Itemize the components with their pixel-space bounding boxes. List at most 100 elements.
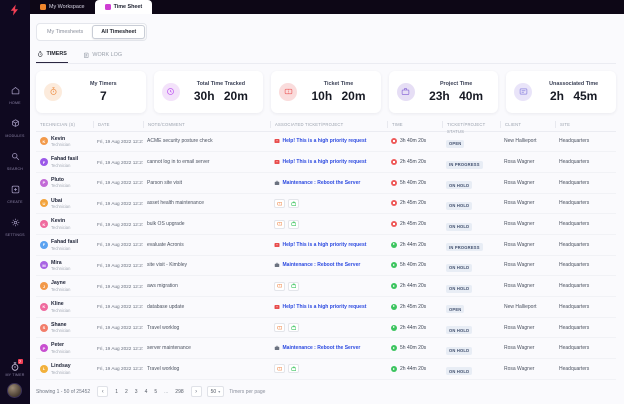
table-row[interactable]: K Kline Technician Fri, 19 Aug 2022 12:2… bbox=[36, 297, 616, 318]
table-row[interactable]: F Fahad fasil Technician Fri, 19 Aug 202… bbox=[36, 152, 616, 173]
entry-date: Fri, 19 Aug 2022 12:27 bbox=[97, 345, 143, 351]
sidebar-nav: HOME MODULES SEARCH CREATE SETTINGS bbox=[0, 82, 30, 237]
ticket-icon bbox=[279, 82, 298, 101]
table-row[interactable]: S Shane Technician Fri, 19 Aug 2022 12:2… bbox=[36, 318, 616, 339]
maintenance-project-icon bbox=[274, 262, 280, 268]
timer-state-icon[interactable] bbox=[391, 283, 397, 290]
table-row[interactable]: F Fahad fasil Technician Fri, 19 Aug 202… bbox=[36, 235, 616, 256]
table-row[interactable]: J Jayne Technician Fri, 19 Aug 2022 12:2… bbox=[36, 276, 616, 297]
unassoc-icon bbox=[514, 82, 533, 101]
tab-label: Time Sheet bbox=[113, 4, 143, 10]
technician-name: Jayne bbox=[51, 280, 66, 287]
timer-state-icon[interactable] bbox=[391, 241, 397, 248]
add-project-button[interactable] bbox=[288, 323, 299, 333]
table-row[interactable]: U Ubai Technician Fri, 19 Aug 2022 12:27… bbox=[36, 194, 616, 215]
sidebar-item-home[interactable]: HOME bbox=[0, 82, 30, 105]
timers-tab-icon bbox=[38, 51, 43, 57]
sidebar-item-label: CREATE bbox=[7, 200, 23, 204]
associated-item-link[interactable]: Maintenance : Reboot the Server bbox=[274, 345, 387, 351]
add-ticket-button[interactable] bbox=[274, 198, 285, 208]
content-area: My Timesheets All Timesheet TIMERS WORK … bbox=[30, 14, 624, 404]
table-row[interactable]: P Pluto Technician Fri, 19 Aug 2022 12:2… bbox=[36, 173, 616, 194]
timer-state-icon[interactable] bbox=[391, 221, 397, 228]
associated-item-link[interactable]: Maintenance : Reboot the Server bbox=[274, 262, 387, 268]
page-number[interactable]: 3 bbox=[134, 388, 138, 395]
briefcase-icon bbox=[291, 366, 296, 372]
associated-item-link[interactable]: Maintenance : Reboot the Server bbox=[274, 180, 387, 186]
table-row[interactable]: L Lindsay Technician Fri, 19 Aug 2022 12… bbox=[36, 359, 616, 380]
note-comment: server maintenance bbox=[147, 345, 191, 352]
table-row[interactable]: P Peter Technician Fri, 19 Aug 2022 12:2… bbox=[36, 338, 616, 360]
entry-date: Fri, 19 Aug 2022 12:27 bbox=[97, 283, 143, 289]
work-log-tab-icon bbox=[83, 52, 89, 58]
tab-work-log[interactable]: WORK LOG bbox=[82, 48, 123, 63]
sidebar-item-settings[interactable]: SETTINGS bbox=[0, 214, 30, 237]
user-avatar[interactable] bbox=[7, 383, 23, 398]
next-page-button[interactable]: › bbox=[190, 386, 202, 398]
page-number[interactable]: 1 bbox=[115, 388, 118, 395]
prev-page-button[interactable]: ‹ bbox=[97, 386, 109, 398]
summary-card: My Timers 7 bbox=[36, 70, 146, 113]
site-name: Headquarters bbox=[559, 241, 590, 248]
add-ticket-button[interactable] bbox=[274, 219, 285, 229]
timer-state-icon[interactable] bbox=[391, 200, 397, 207]
sidebar-item-modules[interactable]: MODULES bbox=[0, 115, 30, 138]
timer-state-icon[interactable] bbox=[391, 179, 397, 186]
table-row[interactable]: M Mira Technician Fri, 19 Aug 2022 12:27… bbox=[36, 256, 616, 277]
sidebar-item-label: SETTINGS bbox=[5, 233, 25, 237]
technician-avatar: K bbox=[40, 302, 48, 311]
timer-state-icon[interactable] bbox=[391, 138, 397, 145]
sidebar-item-search[interactable]: SEARCH bbox=[0, 148, 30, 171]
timer-state-icon[interactable] bbox=[391, 159, 397, 166]
site-name: Headquarters bbox=[559, 303, 590, 310]
add-project-button[interactable] bbox=[288, 198, 299, 208]
priority-ticket-icon bbox=[274, 304, 280, 310]
timer-state-icon[interactable] bbox=[391, 303, 397, 310]
add-ticket-button[interactable] bbox=[274, 323, 285, 333]
technician-name: Fahad fasil bbox=[51, 156, 79, 163]
entry-date: Fri, 19 Aug 2022 12:27 bbox=[97, 262, 143, 268]
superops-logo[interactable] bbox=[0, 2, 30, 18]
timer-state-icon[interactable] bbox=[391, 324, 397, 331]
technician-name: Fahad fasil bbox=[51, 239, 79, 246]
page-number[interactable]: 5 bbox=[154, 388, 158, 395]
associated-item-link[interactable]: Help! This is a high priority request bbox=[274, 138, 387, 144]
tab-time-sheet[interactable]: Time Sheet bbox=[94, 0, 153, 14]
timer-state-icon[interactable] bbox=[391, 262, 397, 269]
technician-name: Mira bbox=[51, 259, 62, 266]
work-log-tab-label: WORK LOG bbox=[92, 51, 123, 58]
sidebar-item-label: MODULES bbox=[5, 134, 25, 138]
status-badge: ON HOLD bbox=[446, 284, 473, 293]
timer-state-icon[interactable] bbox=[391, 365, 397, 372]
timer-state-icon[interactable] bbox=[391, 345, 397, 352]
status-badge: ON HOLD bbox=[446, 181, 473, 190]
add-project-button[interactable] bbox=[288, 281, 299, 291]
associated-item-link[interactable]: Help! This is a high priority request bbox=[274, 242, 387, 248]
table-row[interactable]: K Kevin Technician Fri, 19 Aug 2022 12:2… bbox=[36, 214, 616, 235]
my-timesheets-tab[interactable]: My Timesheets bbox=[38, 25, 92, 39]
note-comment: aws migration bbox=[147, 283, 178, 290]
summary-card: Project Time 23h 40m bbox=[388, 70, 499, 113]
sidebar-item-icon bbox=[11, 148, 20, 166]
associated-item-link[interactable]: Help! This is a high priority request bbox=[274, 159, 387, 165]
page-number[interactable]: 2 bbox=[125, 388, 128, 395]
table-body: K Kevin Technician Fri, 19 Aug 2022 12:2… bbox=[36, 132, 616, 380]
add-project-button[interactable] bbox=[288, 219, 299, 229]
associated-item-link[interactable]: Help! This is a high priority request bbox=[274, 304, 387, 310]
page-size-select[interactable]: 50 ▾ bbox=[206, 386, 225, 398]
maintenance-project-icon bbox=[274, 345, 280, 351]
sidebar-item-create[interactable]: CREATE bbox=[0, 181, 30, 204]
table-row[interactable]: K Kevin Technician Fri, 19 Aug 2022 12:2… bbox=[36, 132, 616, 153]
tab-timers[interactable]: TIMERS bbox=[36, 48, 68, 63]
column-header: NOTE/COMMENT bbox=[143, 120, 270, 128]
add-ticket-button[interactable] bbox=[274, 281, 285, 291]
add-ticket-button[interactable] bbox=[274, 364, 285, 374]
all-timesheet-tab[interactable]: All Timesheet bbox=[92, 25, 146, 39]
technician-role: Technician bbox=[51, 369, 71, 375]
add-project-button[interactable] bbox=[288, 364, 299, 374]
page-number[interactable]: 4 bbox=[144, 388, 148, 395]
my-timer-button[interactable]: 7 MY TIMER bbox=[5, 359, 24, 377]
last-page-number[interactable]: 298 bbox=[175, 388, 184, 395]
tab-my-workspace[interactable]: My Workspace bbox=[30, 0, 95, 14]
